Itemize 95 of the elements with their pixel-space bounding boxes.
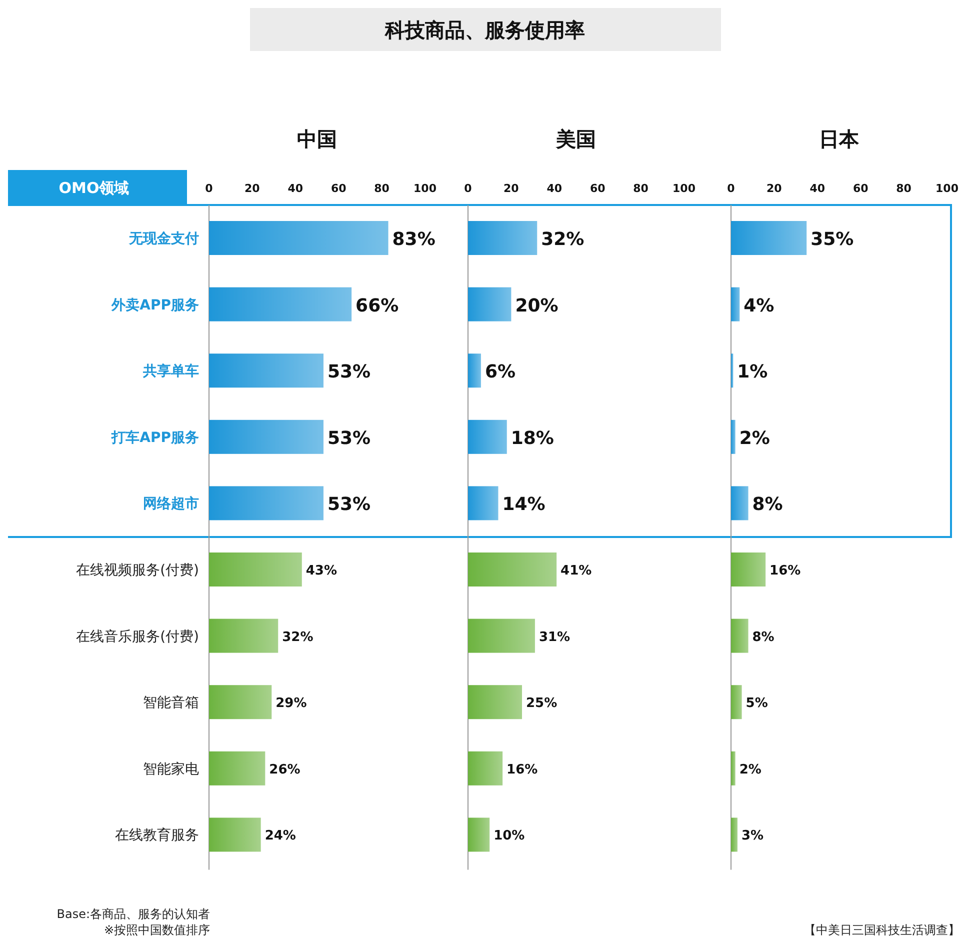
bar — [468, 287, 512, 322]
bar — [731, 486, 748, 520]
data-label: 32% — [541, 229, 584, 250]
data-label: 25% — [526, 696, 558, 712]
data-label: 2% — [739, 762, 762, 778]
y-tick-label: 外卖APP服务 — [110, 297, 199, 314]
data-label: 10% — [494, 828, 525, 844]
bar — [468, 618, 535, 653]
text: 【中美日三国科技生活调查】 — [804, 923, 960, 937]
x-tick-label: 60 — [590, 182, 606, 195]
bar — [731, 287, 740, 322]
bar — [468, 552, 557, 586]
text: Base:各商品、服务的认知者 — [56, 907, 210, 921]
x-tick-label: 100 — [414, 182, 437, 195]
bar — [209, 221, 388, 255]
bar — [209, 420, 324, 454]
data-label: 31% — [538, 630, 570, 645]
bar — [731, 751, 736, 786]
bar — [731, 685, 742, 720]
x-tick-label: 80 — [633, 182, 649, 195]
bar — [468, 685, 522, 720]
bar — [468, 751, 503, 786]
text: OMO领域 — [58, 179, 130, 197]
bar — [209, 354, 324, 388]
x-tick-label: 0 — [205, 182, 214, 195]
x-tick-label: 80 — [374, 182, 390, 195]
data-label: 53% — [327, 428, 371, 449]
data-label: 32% — [282, 630, 314, 645]
bar — [209, 685, 272, 720]
y-tick-label: 打车APP服务 — [110, 428, 199, 446]
x-tick-label: 100 — [672, 182, 696, 195]
data-label: 8% — [752, 494, 783, 516]
bar — [731, 221, 807, 255]
y-tick-label: 共享单车 — [142, 362, 199, 380]
y-tick-label: 在线视频服务(付费) — [76, 562, 199, 578]
bar — [468, 486, 498, 520]
y-tick-label: 在线音乐服务(付费) — [76, 628, 199, 645]
bar — [209, 486, 324, 520]
y-tick-label: 智能家电 — [143, 761, 199, 778]
x-tick-label: 20 — [766, 182, 782, 195]
x-tick-label: 20 — [244, 182, 260, 195]
data-label: 83% — [392, 229, 436, 250]
chart-title: 日本 — [819, 127, 860, 151]
x-tick-label: 40 — [810, 182, 826, 195]
data-label: 53% — [327, 362, 371, 383]
data-label: 5% — [746, 696, 768, 712]
bar — [731, 818, 738, 852]
x-tick-label: 100 — [936, 182, 959, 195]
bar — [209, 751, 266, 786]
data-label: 43% — [306, 564, 338, 578]
bar — [468, 420, 507, 454]
x-tick-label: 60 — [330, 182, 347, 195]
data-label: 3% — [741, 828, 764, 844]
x-tick-label: 40 — [546, 182, 562, 195]
bar — [209, 618, 278, 653]
bar — [209, 552, 302, 586]
x-tick-label: 0 — [464, 182, 472, 195]
bar — [209, 287, 352, 322]
x-tick-label: 80 — [896, 182, 912, 195]
data-label: 16% — [770, 564, 801, 578]
bar — [209, 818, 261, 852]
x-tick-label: 0 — [727, 182, 736, 195]
y-tick-label: 无现金支付 — [128, 231, 199, 247]
data-label: 29% — [276, 696, 307, 712]
bar — [468, 354, 481, 388]
data-label: 6% — [484, 362, 516, 383]
data-label: 1% — [737, 362, 768, 383]
data-label: 35% — [810, 229, 854, 250]
y-tick-label: 在线教育服务 — [115, 826, 199, 844]
y-tick-label: 智能音箱 — [143, 695, 199, 712]
data-label: 66% — [356, 295, 399, 316]
bar — [731, 420, 736, 454]
bar — [731, 552, 766, 586]
data-label: 16% — [506, 762, 538, 778]
data-label: 41% — [560, 564, 592, 578]
chart-title: 中国 — [297, 127, 337, 151]
bar — [468, 818, 490, 852]
x-tick-label: 60 — [852, 182, 869, 195]
x-tick-label: 40 — [288, 182, 304, 195]
y-tick-label: 网络超市 — [143, 495, 199, 512]
data-label: 4% — [744, 295, 774, 316]
data-label: 20% — [515, 295, 558, 316]
bar — [468, 221, 538, 255]
data-label: 26% — [269, 762, 300, 778]
chart-title: 美国 — [555, 127, 596, 151]
data-label: 18% — [510, 428, 554, 449]
data-label: 53% — [327, 494, 371, 516]
data-label: 8% — [752, 630, 774, 645]
x-tick-label: 20 — [504, 182, 520, 195]
bar — [731, 618, 748, 653]
data-label: 14% — [502, 494, 546, 516]
data-label: 24% — [264, 828, 296, 844]
data-label: 2% — [739, 428, 770, 449]
text: ※按照中国数值排序 — [104, 923, 210, 937]
text: 科技商品、服务使用率 — [384, 18, 585, 42]
